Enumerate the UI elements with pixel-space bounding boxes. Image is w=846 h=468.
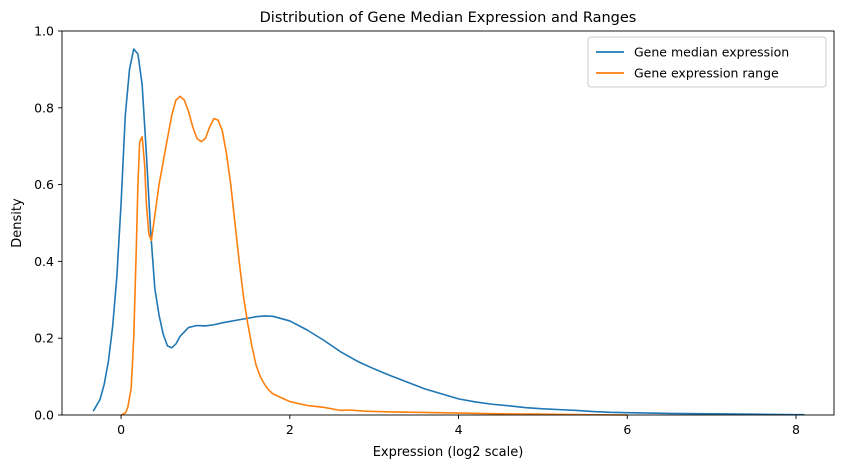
- x-axis-label: Expression (log2 scale): [373, 445, 524, 460]
- x-tick-label: 4: [455, 422, 463, 437]
- y-tick-label: 0.6: [34, 177, 54, 192]
- x-tick-label: 6: [623, 422, 631, 437]
- y-tick-label: 0.0: [34, 408, 54, 423]
- legend-box: [587, 36, 827, 88]
- legend-label-1: Gene median expression: [634, 45, 789, 60]
- y-tick-label: 0.4: [34, 254, 54, 269]
- y-axis-label: Density: [10, 198, 25, 248]
- series-line-2: [120, 95, 628, 416]
- y-tick-label: 0.2: [34, 331, 54, 346]
- plot-area: [61, 30, 835, 416]
- y-axis: 0.0 0.2 0.4 0.6 0.8 1.0: [34, 24, 62, 423]
- legend: Gene median expression Gene expression ra…: [587, 36, 827, 88]
- x-axis: 0 2 4 6 8: [117, 415, 800, 437]
- x-tick-label: 0: [117, 422, 125, 437]
- legend-label-2: Gene expression range: [634, 66, 779, 81]
- series-line-1: [92, 48, 805, 416]
- plot-frame: [61, 30, 835, 416]
- chart-title: Distribution of Gene Median Expression a…: [260, 10, 637, 26]
- x-tick-label: 2: [286, 422, 294, 437]
- y-tick-label: 0.8: [34, 100, 54, 115]
- y-tick-label: 1.0: [34, 24, 54, 39]
- x-tick-label: 8: [792, 422, 800, 437]
